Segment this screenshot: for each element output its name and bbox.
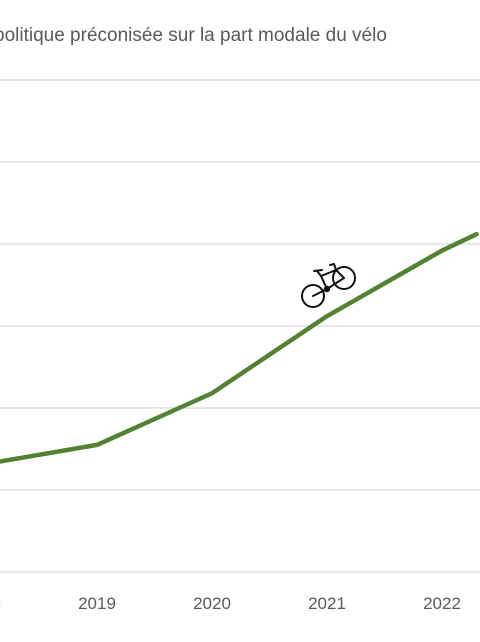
- x-tick-label: 2022: [423, 594, 461, 613]
- x-tick-label: 2020: [193, 594, 231, 613]
- chart-title: politique préconisée sur la part modale …: [0, 25, 387, 46]
- x-tick-label: 2019: [78, 594, 116, 613]
- gridlines: [0, 80, 480, 572]
- x-tick-label: 2021: [308, 594, 346, 613]
- x-axis-tick-labels: 2018 2019 2020 2021 2022: [0, 594, 461, 613]
- bicycle-icon: [302, 264, 355, 307]
- x-tick-label: 2018: [0, 594, 1, 613]
- series-line-0: [0, 234, 477, 464]
- series-layer: [0, 234, 477, 465]
